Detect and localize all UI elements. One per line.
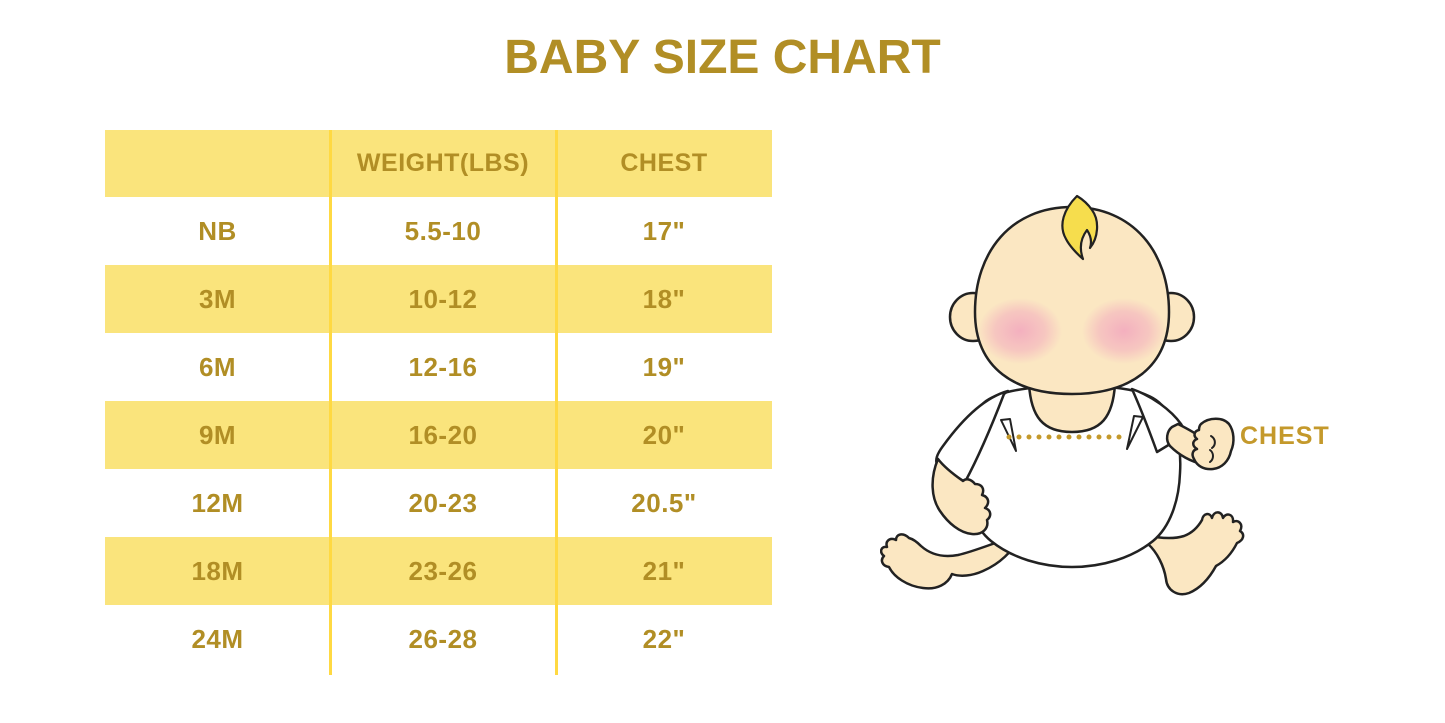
baby-left-sleeve: [935, 389, 1010, 484]
weight-value: 20-23: [408, 487, 478, 518]
size-value: 24M: [191, 623, 244, 654]
table-row-18m: 18M 23-26 21": [105, 537, 772, 605]
header-chest: CHEST: [620, 149, 708, 177]
chest-value: 19": [642, 351, 686, 382]
weight-value: 26-28: [408, 623, 478, 654]
weight-value: 23-26: [408, 555, 478, 586]
baby-right-fist: [1191, 417, 1235, 471]
table-row-9m: 9M 16-20 20": [105, 401, 772, 469]
weight-value: 16-20: [408, 419, 478, 450]
column-divider-1: [329, 130, 332, 675]
baby-illustration: [879, 183, 1440, 623]
chest-value: 20.5": [631, 487, 697, 518]
column-divider-2: [555, 130, 558, 675]
size-value: 12M: [191, 487, 244, 518]
table-row-24m: 24M 26-28 22": [105, 605, 772, 673]
table-row-6m: 6M 12-16 19": [105, 333, 772, 401]
chest-annotation-label: CHEST: [1240, 422, 1330, 450]
baby-hair-curl: [1061, 194, 1099, 261]
page-title: BABY SIZE CHART: [504, 31, 941, 84]
size-value: 3M: [198, 283, 237, 314]
weight-value: 12-16: [408, 351, 478, 382]
chest-value: 18": [642, 283, 686, 314]
chest-value: 22": [642, 623, 686, 654]
fist-knuckle-line-1: [1210, 435, 1216, 449]
size-value: NB: [198, 215, 237, 246]
collar-notch-right: [1126, 415, 1144, 450]
table-row-12m: 12M 20-23 20.5": [105, 469, 772, 537]
baby-blush-right: [1082, 298, 1166, 364]
chest-value: 17": [642, 215, 686, 246]
baby-neck: [1027, 382, 1117, 434]
size-table: WEIGHT(LBS) CHEST NB 5.5-10 17" 3M 10-12…: [105, 130, 772, 675]
size-value: 18M: [191, 555, 244, 586]
table-header-row: WEIGHT(LBS) CHEST: [105, 130, 772, 197]
baby-left-leg: [879, 533, 1022, 590]
header-weight: WEIGHT(LBS): [356, 149, 530, 177]
baby-svg: [879, 194, 1245, 596]
size-value: 6M: [198, 351, 237, 382]
weight-value: 10-12: [408, 283, 478, 314]
chest-value: 21": [642, 555, 686, 586]
chest-value: 20": [642, 419, 686, 450]
size-value: 9M: [198, 419, 237, 450]
baby-left-forearm-hand: [931, 457, 992, 536]
weight-value: 5.5-10: [404, 215, 482, 246]
table-row-3m: 3M 10-12 18": [105, 265, 772, 333]
table-row-nb: NB 5.5-10 17": [105, 197, 772, 265]
baby-blush-left: [978, 298, 1062, 364]
fist-knuckle-line-2: [1209, 449, 1214, 463]
baby-right-leg: [1126, 511, 1245, 596]
